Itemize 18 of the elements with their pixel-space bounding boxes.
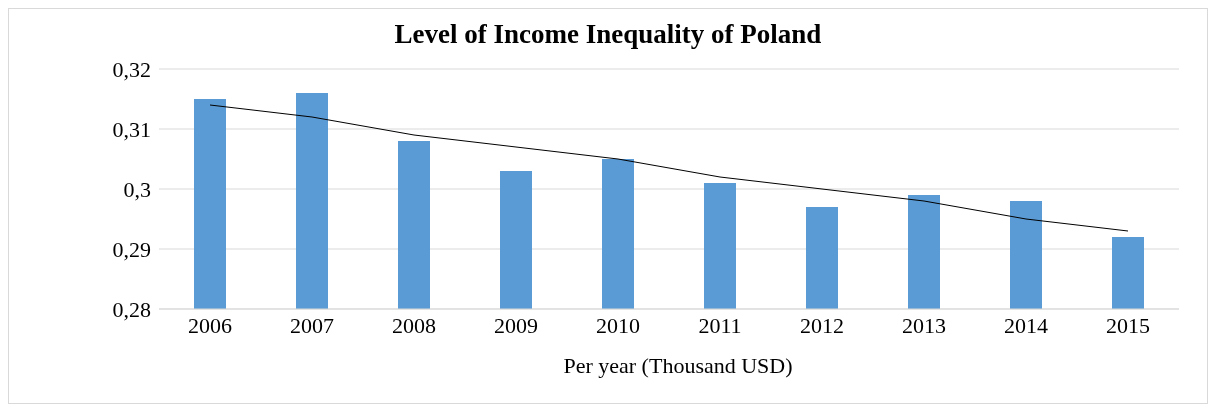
x-tick-label: 2009 — [494, 312, 538, 338]
x-tick-label: 2007 — [290, 312, 334, 338]
x-tick-label: 2010 — [596, 312, 640, 338]
y-tick-label: 0,28 — [112, 296, 151, 322]
x-tick-label: 2008 — [392, 312, 436, 338]
x-axis-title: Per year (Thousand USD) — [562, 353, 794, 379]
line-series — [209, 104, 1129, 232]
x-tick-label: 2006 — [188, 312, 232, 338]
x-tick-label: 2014 — [1004, 312, 1048, 338]
y-tick-label: 0,3 — [123, 176, 151, 202]
y-tick-label: 0,31 — [112, 116, 151, 142]
x-tick-label: 2012 — [800, 312, 844, 338]
x-tick-label: 2015 — [1106, 312, 1150, 338]
x-tick-label: 2013 — [902, 312, 946, 338]
y-tick-label: 0,32 — [112, 56, 151, 82]
y-tick-label: 0,29 — [112, 236, 151, 262]
x-tick-label: 2011 — [698, 312, 742, 338]
chart-title: Level of Income Inequality of Poland — [393, 18, 823, 51]
